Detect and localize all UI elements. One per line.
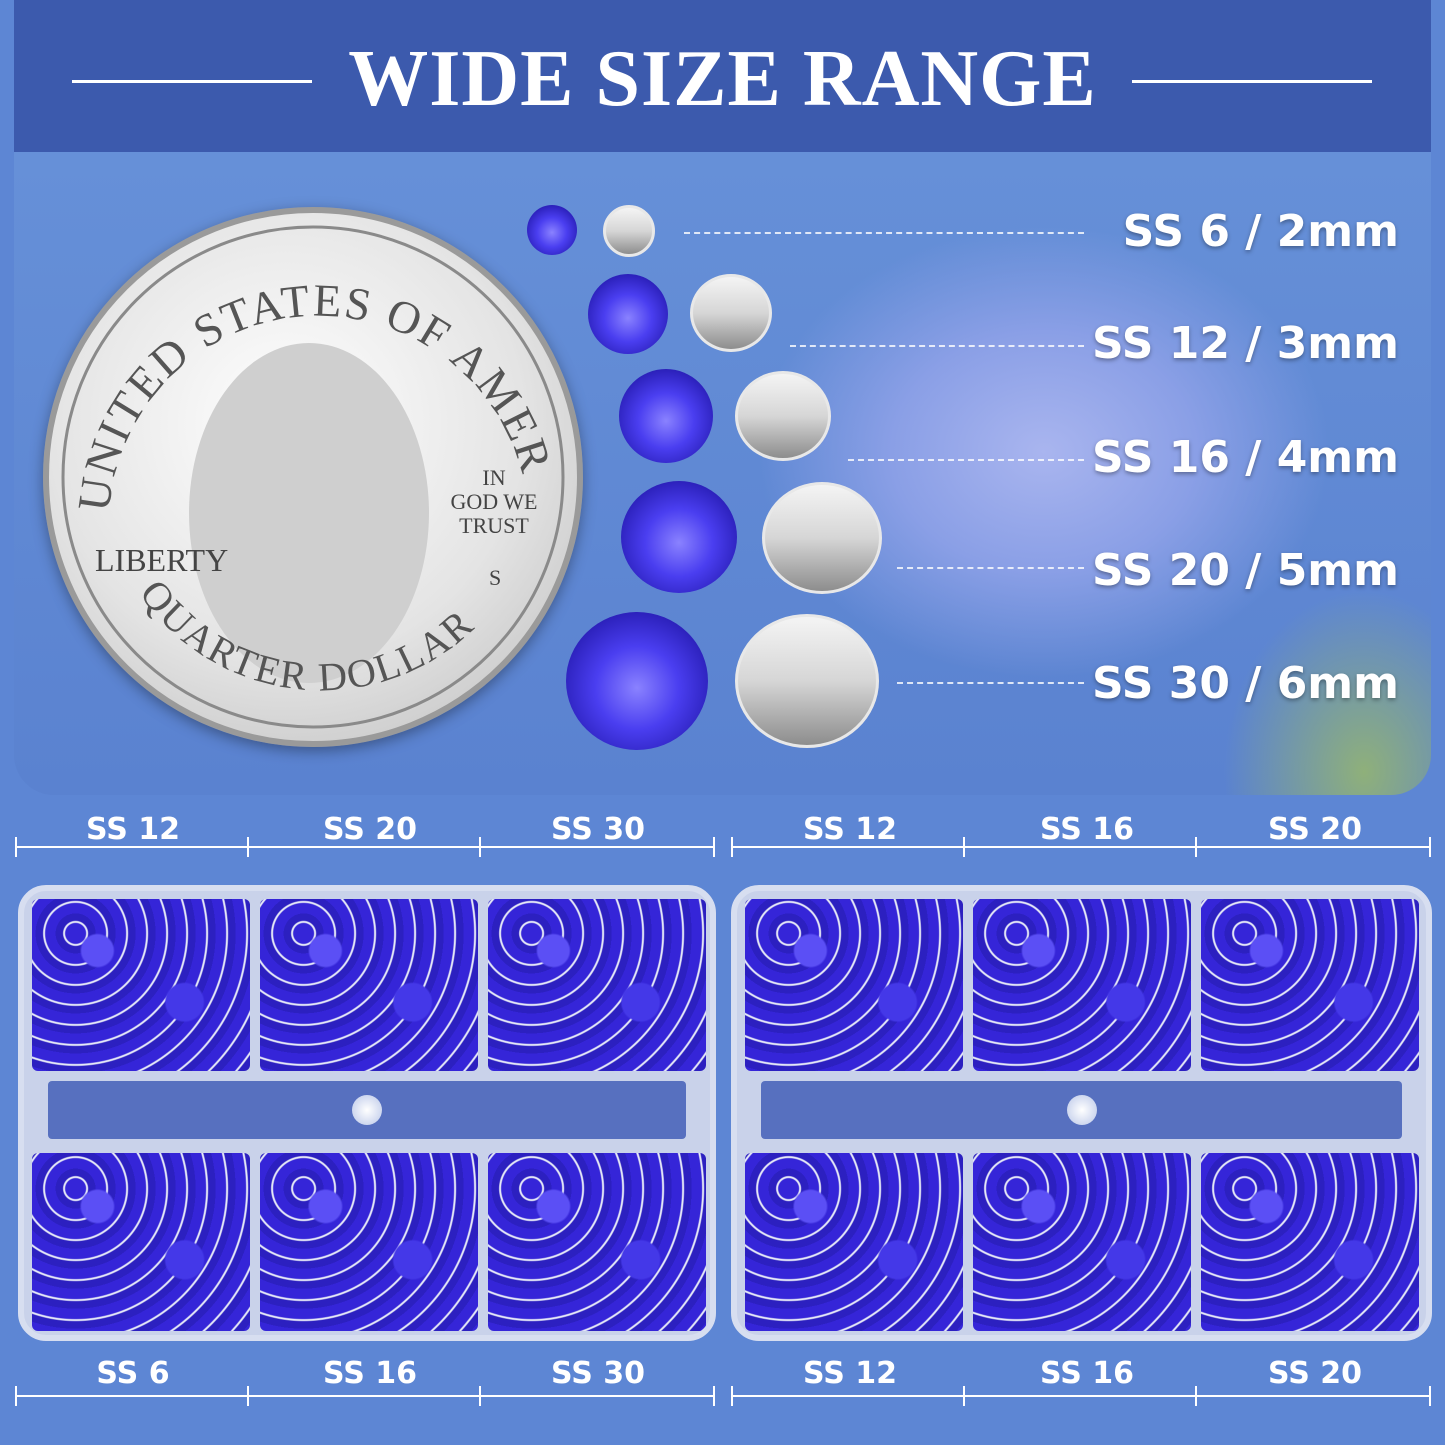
- compartment: [32, 899, 250, 1071]
- coin-motto-3: TRUST: [459, 513, 529, 538]
- quarter-coin-image: UNITED STATES OF AMERICA QUARTER DOLLAR …: [43, 207, 583, 747]
- clasp: [1066, 1095, 1097, 1125]
- washington-portrait: [189, 343, 429, 683]
- compartment: [488, 899, 706, 1071]
- rhinestone-ss16: [619, 369, 713, 463]
- compartment: [32, 1153, 250, 1331]
- compartment-label: SS 12: [802, 1356, 898, 1391]
- rhinestone-box-right: [731, 885, 1432, 1341]
- leader-line: [790, 345, 1084, 347]
- compartment: [973, 1153, 1191, 1331]
- rhinestone-box-left: [18, 885, 716, 1341]
- rhinestone-ss6: [527, 205, 577, 255]
- coin-mint-mark: S: [489, 565, 501, 590]
- rhinestone-ss20: [621, 481, 737, 593]
- compartment: [745, 899, 963, 1071]
- compartment-label: SS 6: [96, 1356, 170, 1391]
- compartment-label: SS 20: [322, 812, 418, 847]
- size-label-ss20: SS 20 / 5mm: [1092, 545, 1399, 596]
- compartment-label: SS 30: [550, 812, 646, 847]
- header-divider-right: [1132, 80, 1372, 83]
- compartment-label: SS 20: [1267, 1356, 1363, 1391]
- compartment-label: SS 16: [322, 1356, 418, 1391]
- box-divider: [48, 1081, 686, 1139]
- size-label-ss30: SS 30 / 6mm: [1092, 658, 1399, 709]
- coin-motto-2: GOD WE: [451, 489, 538, 514]
- pearl-ss20: [762, 482, 882, 594]
- compartment: [1201, 899, 1419, 1071]
- dimension-line-left-bottom: [15, 1386, 715, 1406]
- header-banner: WIDE SIZE RANGE: [14, 0, 1431, 152]
- dimension-line-right-top: [731, 837, 1431, 857]
- pearl-ss16: [735, 371, 831, 461]
- coin-motto-1: IN: [482, 465, 505, 490]
- header-divider-left: [72, 80, 312, 83]
- compartment: [973, 899, 1191, 1071]
- leader-line: [897, 682, 1084, 684]
- compartment-label: SS 12: [802, 812, 898, 847]
- size-label-ss12: SS 12 / 3mm: [1092, 318, 1399, 369]
- rhinestone-ss12: [588, 274, 668, 354]
- compartment: [260, 1153, 478, 1331]
- compartment: [745, 1153, 963, 1331]
- leader-line: [848, 459, 1084, 461]
- leader-line: [897, 567, 1084, 569]
- dimension-line-right-bottom: [731, 1386, 1431, 1406]
- clasp: [352, 1095, 382, 1125]
- pearl-ss30: [735, 614, 879, 748]
- size-label-ss16: SS 16 / 4mm: [1092, 432, 1399, 483]
- dimension-line-left-top: [15, 837, 715, 857]
- compartment-label: SS 16: [1039, 812, 1135, 847]
- leader-line: [684, 232, 1084, 234]
- pearl-ss6: [603, 205, 655, 257]
- compartment-label: SS 12: [85, 812, 181, 847]
- size-label-ss6: SS 6 / 2mm: [1122, 206, 1399, 257]
- compartment: [488, 1153, 706, 1331]
- coin-liberty: LIBERTY: [95, 542, 228, 578]
- box-divider: [761, 1081, 1402, 1139]
- compartment: [260, 899, 478, 1071]
- compartment: [1201, 1153, 1419, 1331]
- rhinestone-ss30: [566, 612, 708, 750]
- page-title: WIDE SIZE RANGE: [348, 35, 1097, 123]
- pearl-ss12: [690, 274, 772, 352]
- compartment-label: SS 16: [1039, 1356, 1135, 1391]
- compartment-label: SS 20: [1267, 812, 1363, 847]
- compartment-label: SS 30: [550, 1356, 646, 1391]
